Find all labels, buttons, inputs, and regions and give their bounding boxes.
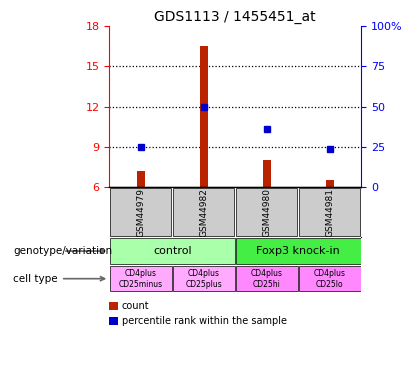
Bar [262,160,271,187]
Bar [110,266,172,291]
Text: CD4plus: CD4plus [188,269,220,278]
Text: CD4plus: CD4plus [251,269,283,278]
Text: GSM44980: GSM44980 [262,188,271,237]
Text: count: count [122,301,150,311]
Bar [236,188,297,236]
Text: CD25plus: CD25plus [185,280,222,289]
Title: GDS1113 / 1455451_at: GDS1113 / 1455451_at [155,10,316,24]
Text: GSM44979: GSM44979 [136,188,145,237]
Bar [326,180,334,187]
Text: control: control [153,246,192,256]
Bar [236,238,360,264]
Bar [110,238,234,264]
Bar [110,188,171,236]
Bar [236,266,297,291]
Text: GSM44982: GSM44982 [199,188,208,237]
Bar [200,46,208,187]
Bar [299,188,360,236]
Text: CD25hi: CD25hi [253,280,281,289]
Text: cell type: cell type [13,274,105,284]
Bar [136,171,145,187]
Text: CD25minus: CD25minus [118,280,163,289]
Text: Foxp3 knock-in: Foxp3 knock-in [256,246,340,256]
Text: CD4plus: CD4plus [125,269,157,278]
Text: CD25lo: CD25lo [316,280,344,289]
Text: genotype/variation: genotype/variation [13,246,113,256]
Bar [173,188,234,236]
Bar [173,266,235,291]
Text: CD4plus: CD4plus [314,269,346,278]
Text: percentile rank within the sample: percentile rank within the sample [122,316,287,326]
Text: GSM44981: GSM44981 [325,188,334,237]
Bar [299,266,360,291]
